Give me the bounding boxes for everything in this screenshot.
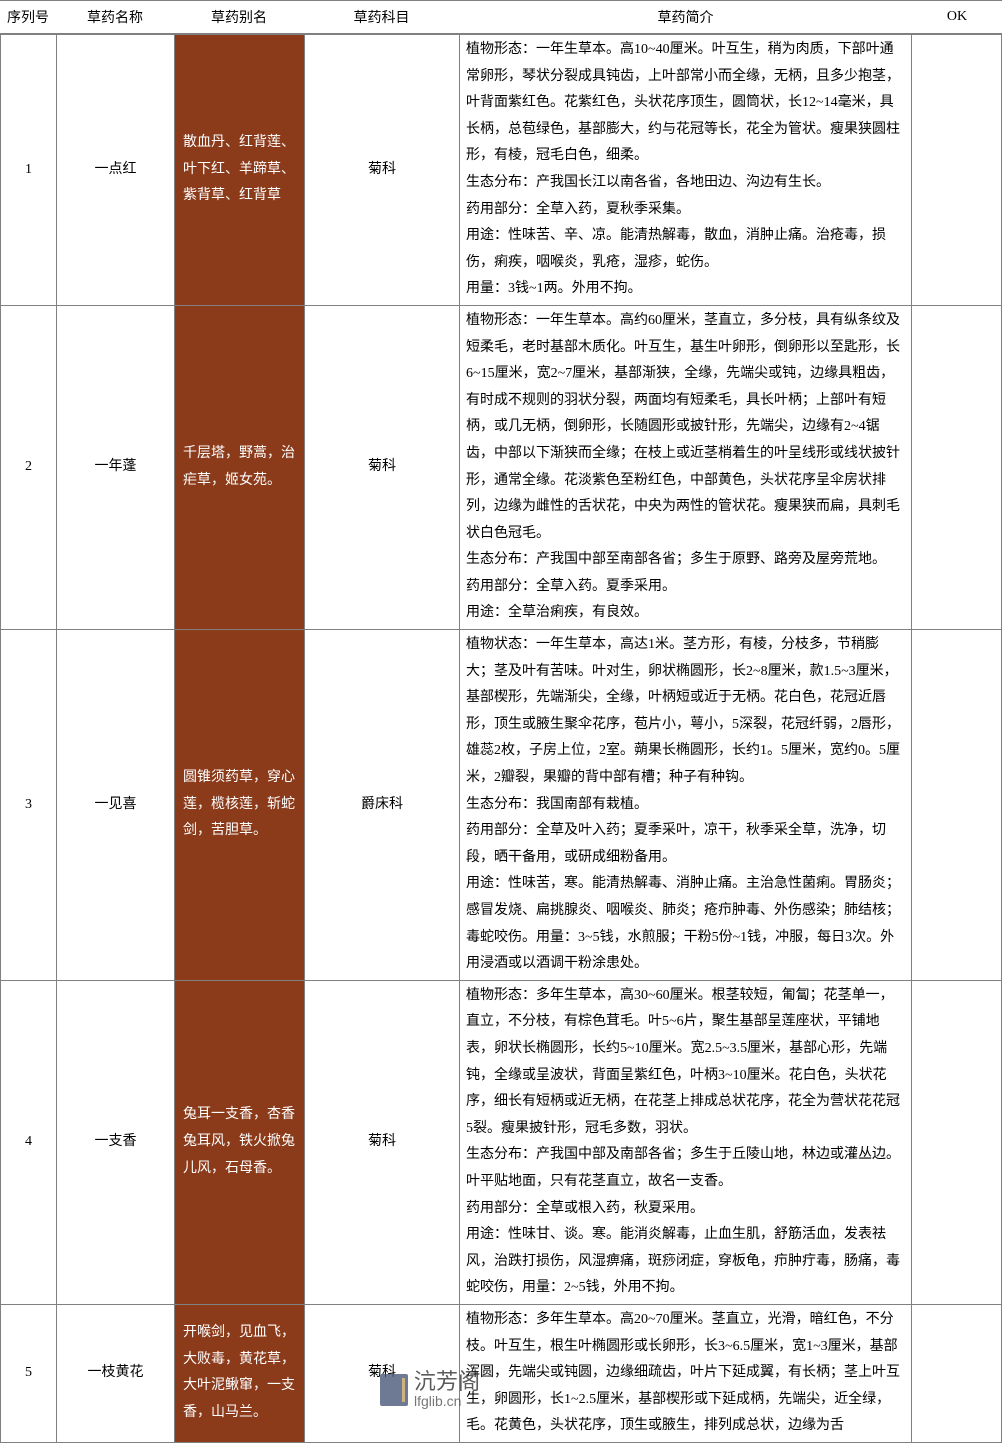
table-row: 5一枝黄花开喉剑，见血飞，大败毒，黄花草，大叶泥鳅窜，一支香，山马兰。菊科植物形… xyxy=(1,1304,1002,1442)
col-header-desc: 草药简介 xyxy=(459,1,912,34)
col-header-family: 草药科目 xyxy=(304,1,459,34)
cell-ok xyxy=(912,35,1002,305)
cell-desc: 植物形态：一年生草本。高约60厘米，茎直立，多分枝，具有纵条纹及短柔毛，老时基部… xyxy=(460,305,912,629)
cell-family: 菊科 xyxy=(305,1304,460,1442)
cell-family: 爵床科 xyxy=(305,630,460,981)
cell-desc: 植物状态：一年生草本，高达1米。茎方形，有棱，分枝多，节稍膨大；茎及叶有苦味。叶… xyxy=(460,630,912,981)
col-header-ok: OK xyxy=(912,1,1002,34)
table-row: 2一年蓬千层塔，野蒿，治疟草，姬女苑。菊科植物形态：一年生草本。高约60厘米，茎… xyxy=(1,305,1002,629)
cell-seq: 1 xyxy=(1,35,57,305)
cell-ok xyxy=(912,630,1002,981)
cell-family: 菊科 xyxy=(305,35,460,305)
col-header-seq: 序列号 xyxy=(0,1,56,34)
cell-name: 一点红 xyxy=(57,35,175,305)
herb-table-wrapper: 序列号 草药名称 草药别名 草药科目 草药简介 OK 1一点红散血丹、红背莲、叶… xyxy=(0,0,1002,1443)
cell-seq: 5 xyxy=(1,1304,57,1442)
cell-alias: 开喉剑，见血飞，大败毒，黄花草，大叶泥鳅窜，一支香，山马兰。 xyxy=(175,1304,305,1442)
cell-seq: 4 xyxy=(1,980,57,1304)
cell-desc: 植物形态：多年生草本，高30~60厘米。根茎较短，匍匐；花茎单一，直立，不分枝，… xyxy=(460,980,912,1304)
cell-name: 一枝黄花 xyxy=(57,1304,175,1442)
cell-desc: 植物形态：多年生草本。高20~70厘米。茎直立，光滑，暗红色，不分枝。叶互生，根… xyxy=(460,1304,912,1442)
cell-desc: 植物形态：一年生草本。高10~40厘米。叶互生，稍为肉质，下部叶通常卵形，琴状分… xyxy=(460,35,912,305)
cell-seq: 3 xyxy=(1,630,57,981)
table-row: 3一见喜圆锥须药草，穿心莲，榄核莲，斩蛇剑，苦胆草。爵床科植物状态：一年生草本，… xyxy=(1,630,1002,981)
cell-name: 一支香 xyxy=(57,980,175,1304)
col-header-name: 草药名称 xyxy=(56,1,174,34)
cell-alias: 散血丹、红背莲、叶下红、羊蹄草、紫背草、红背草 xyxy=(175,35,305,305)
table-row: 4一支香兔耳一支香，杏香兔耳风，铁火掀兔儿风，石母香。菊科植物形态：多年生草本，… xyxy=(1,980,1002,1304)
cell-name: 一见喜 xyxy=(57,630,175,981)
cell-alias: 圆锥须药草，穿心莲，榄核莲，斩蛇剑，苦胆草。 xyxy=(175,630,305,981)
cell-name: 一年蓬 xyxy=(57,305,175,629)
cell-ok xyxy=(912,305,1002,629)
cell-ok xyxy=(912,980,1002,1304)
cell-ok xyxy=(912,1304,1002,1442)
table-row: 1一点红散血丹、红背莲、叶下红、羊蹄草、紫背草、红背草菊科植物形态：一年生草本。… xyxy=(1,35,1002,305)
herb-table-body: 1一点红散血丹、红背莲、叶下红、羊蹄草、紫背草、红背草菊科植物形态：一年生草本。… xyxy=(0,35,1002,1443)
table-header: 序列号 草药名称 草药别名 草药科目 草药简介 OK xyxy=(0,1,1002,34)
col-header-alias: 草药别名 xyxy=(174,1,304,34)
cell-family: 菊科 xyxy=(305,305,460,629)
cell-alias: 兔耳一支香，杏香兔耳风，铁火掀兔儿风，石母香。 xyxy=(175,980,305,1304)
cell-family: 菊科 xyxy=(305,980,460,1304)
herb-table: 序列号 草药名称 草药别名 草药科目 草药简介 OK xyxy=(0,0,1002,34)
cell-alias: 千层塔，野蒿，治疟草，姬女苑。 xyxy=(175,305,305,629)
cell-seq: 2 xyxy=(1,305,57,629)
